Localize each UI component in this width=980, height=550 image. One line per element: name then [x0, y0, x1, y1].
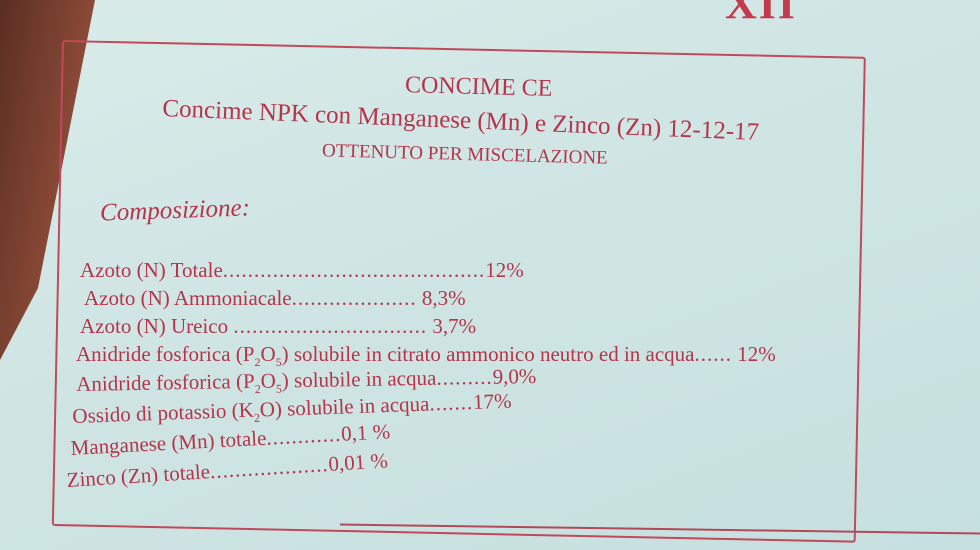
composition-heading: Composizione:	[99, 194, 251, 227]
item-dots: ............	[265, 421, 342, 450]
subscript: 2	[254, 355, 261, 370]
item-dots: ....................	[291, 286, 417, 310]
item-value: 0,1 %	[340, 419, 391, 446]
item-value: 12%	[737, 342, 776, 366]
item-name: Azoto (N) Ureico	[80, 314, 229, 338]
item-name: ) solubile in citrato ammonico neutro ed…	[281, 342, 695, 366]
item-dots: ........................................…	[222, 258, 486, 282]
subscript: 5	[275, 355, 282, 370]
item-name: O	[260, 342, 276, 366]
item-name: O) solubile in acqua	[259, 391, 430, 422]
item-value: 17%	[472, 388, 512, 414]
item-value: 12%	[485, 258, 524, 282]
item-name: Anidride fosforica (P	[76, 368, 255, 396]
item-value: 8,3%	[421, 286, 466, 310]
item-name: ) solubile in acqua	[281, 365, 437, 393]
composition-row: Azoto (N) Totale........................…	[80, 258, 524, 283]
item-name: Ossido di potassio (K	[72, 397, 255, 428]
item-dots: ...............................	[233, 314, 428, 338]
item-dots: ......	[694, 342, 732, 366]
top-partial-text: XII	[725, 0, 798, 28]
item-name: Anidride fosforica (P	[76, 342, 255, 366]
composition-row: Azoto (N) Ammoniacale...................…	[84, 286, 466, 311]
item-value: 9,0%	[492, 363, 537, 389]
item-dots: .......	[428, 390, 474, 416]
item-name: Azoto (N) Ammoniacale	[84, 286, 292, 310]
item-value: 0,01 %	[327, 448, 389, 476]
composition-row: Azoto (N) Ureico .......................…	[80, 314, 476, 339]
item-name: Azoto (N) Totale	[80, 258, 223, 282]
item-dots: .........	[436, 364, 493, 390]
label-title: CONCIME CE	[404, 72, 553, 102]
item-name: O	[260, 368, 277, 393]
item-value: 3,7%	[432, 314, 477, 338]
composition-row: Anidride fosforica (P2O5) solubile in ci…	[76, 342, 776, 370]
